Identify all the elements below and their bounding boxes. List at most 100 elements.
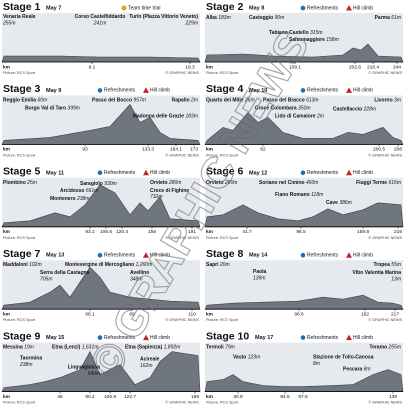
place-label: Avellino [130,271,149,277]
place-name: Vasto [233,355,246,361]
place-altitude: 1,892m [164,345,181,351]
place-altitude: 8m [364,367,371,373]
copyright: © GRAPHIC NEWS [165,318,199,322]
place-name: Lido di Camaiore [275,114,316,120]
km-label: km [3,394,10,400]
km-value: 155 [148,229,156,235]
legend-label: Refreshments [104,335,136,341]
stage-date: May 10 [249,88,267,94]
place-altitude: 930m [104,181,117,187]
stage-title: Stage 10 [206,330,249,342]
stage-title: Stage 5 [3,166,41,178]
place-label: Acireale [140,357,160,363]
stage-title: Stage 3 [3,83,41,95]
place-name: Teramo [369,345,387,351]
place-name: Corso Castelfiddardo [75,14,126,20]
picture-credit: Picture: RCS Sport [3,318,36,322]
profile-sky [2,13,200,62]
place-name: Passo del Bocco [92,98,132,104]
place-altitude: 549m [87,371,100,377]
km-label: km [206,394,213,400]
place-altitude: 613m [306,98,319,104]
picture-credit: Picture: RCS Sport [3,401,36,405]
place-altitude: 25m [26,180,37,186]
km-value: 192 [361,311,369,317]
km-value: 89 [129,311,135,317]
legend-icon [97,335,103,340]
place-name: Passo del Bracco [263,98,305,104]
place-label: Messina 19m [3,345,34,351]
km-label: km [206,311,213,317]
place-label: Fiuggi Terme 616m [356,180,401,186]
stage-date: May 15 [46,335,64,341]
place-name: Venaria Reale [3,14,36,20]
place-label: Termoli 79m [206,345,235,351]
place-name: Casteggio [249,15,273,21]
km-value: 191 [188,229,196,235]
place-label: Alba 183m [206,15,231,21]
legend-label: Refreshments [307,5,339,11]
legend-icon [346,5,352,11]
legend-label: Hill climb [150,88,170,94]
stage-title: Stage 8 [206,248,244,260]
place-name: Rapallo [172,98,190,104]
km-value: 106.9 [104,394,116,400]
place-label: Etna (Lenzi) 1,631m [52,345,98,351]
place-label: Salsomaggiore 158m [289,37,339,43]
legend-label: Team time trial [128,5,161,11]
elevation-profile [204,43,404,63]
place-altitude: 616m [388,180,401,186]
elevation-profile [1,103,201,145]
place-label: Lido di Camaiore 2m [275,114,324,120]
place-altitude: 460m [306,180,319,186]
place-label: Taormina [20,356,42,362]
place-altitude: 158m [326,37,339,43]
km-value: 200.5 [373,147,385,153]
copyright: © GRAPHIC NEWS [368,71,402,75]
legend-label: Refreshments [307,335,339,341]
place-name: Avellino [130,271,149,277]
place-name: Paola [253,270,267,276]
km-value: 66.1 [85,311,95,317]
legend-label: Hill climb [353,5,373,11]
stage-title: Stage 4 [206,83,244,95]
place-name: Fiuggi Terme [356,180,387,186]
stage-panel: Stage 8 May 14 Refreshments Hill climb Sapri… [204,248,404,322]
km-value: 208 [394,147,402,153]
legend-icon [143,169,149,176]
place-name: Castellaccio [333,107,362,113]
place-altitude: 238m [76,196,90,202]
place-label: Maddaloni 102m [3,263,42,269]
km-value: 217 [391,311,399,317]
place-label: Serra della Castagna [40,271,90,277]
place-name: Messina [3,345,23,351]
place-altitude: 3m [394,98,401,104]
place-altitude: 229m [184,20,198,26]
copyright: © GRAPHIC NEWS [165,153,199,157]
stage-panel: Stage 1 May 7 Team time trial Venaria Reale… [1,1,201,75]
place-name: Croce Colombara [255,106,297,112]
km-value: 120.4 [116,229,128,235]
stage-title: Stage 2 [206,1,244,13]
place-label: Fiano Romano 118m [275,192,323,198]
copyright: © GRAPHIC NEWS [165,236,199,240]
stage-date: May 17 [255,335,273,341]
picture-credit: Picture: RCS Sport [206,318,239,322]
km-value: 244 [393,64,401,70]
place-label: Borgo Val di Taro 399m [25,106,80,112]
place-name: Linguaglossa [68,365,100,371]
stage-panel: Stage 6 May 12 Refreshments Hill climb Orvie… [204,166,404,240]
place-altitude: 8m [313,361,320,367]
place-label: Saragiolo 930m [80,181,117,187]
picture-credit: Picture: RCS Sport [3,236,36,240]
place-name: Orvieto [150,180,168,186]
place-name: Tabiano Castello [269,30,309,36]
km-value: 96.5 [296,229,306,235]
legend-icon [346,334,352,341]
place-name: Turin (Plazza Vittorio Veneto) [129,14,198,20]
picture-credit: Picture: RCS Sport [3,71,36,75]
legend-icon [346,87,352,93]
legend-label: Refreshments [307,170,339,176]
stage-date: May 9 [46,88,61,94]
